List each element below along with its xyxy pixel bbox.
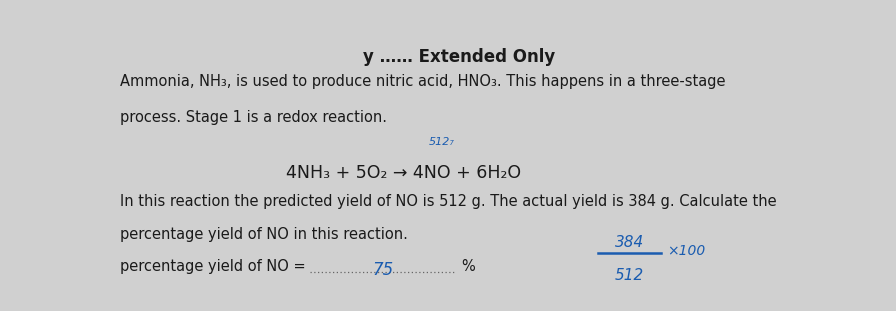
Text: Ammonia, NH₃, is used to produce nitric acid, HNO₃. This happens in a three-stag: Ammonia, NH₃, is used to produce nitric … [120,74,726,90]
Text: ×100: ×100 [668,244,706,258]
Text: percentage yield of NO =: percentage yield of NO = [120,259,311,274]
Text: percentage yield of NO in this reaction.: percentage yield of NO in this reaction. [120,226,409,242]
Text: y …… Extended Only: y …… Extended Only [363,48,556,66]
Text: 4NH₃ + 5O₂ → 4NO + 6H₂O: 4NH₃ + 5O₂ → 4NO + 6H₂O [286,164,521,182]
Text: 512: 512 [615,268,644,283]
Text: 75: 75 [372,261,393,279]
Text: process. Stage 1 is a redox reaction.: process. Stage 1 is a redox reaction. [120,110,387,125]
Text: %: % [461,259,475,274]
Text: In this reaction the predicted yield of NO is 512 g. The actual yield is 384 g. : In this reaction the predicted yield of … [120,194,777,209]
Text: 512₇: 512₇ [429,137,455,147]
Text: 384: 384 [615,235,644,250]
